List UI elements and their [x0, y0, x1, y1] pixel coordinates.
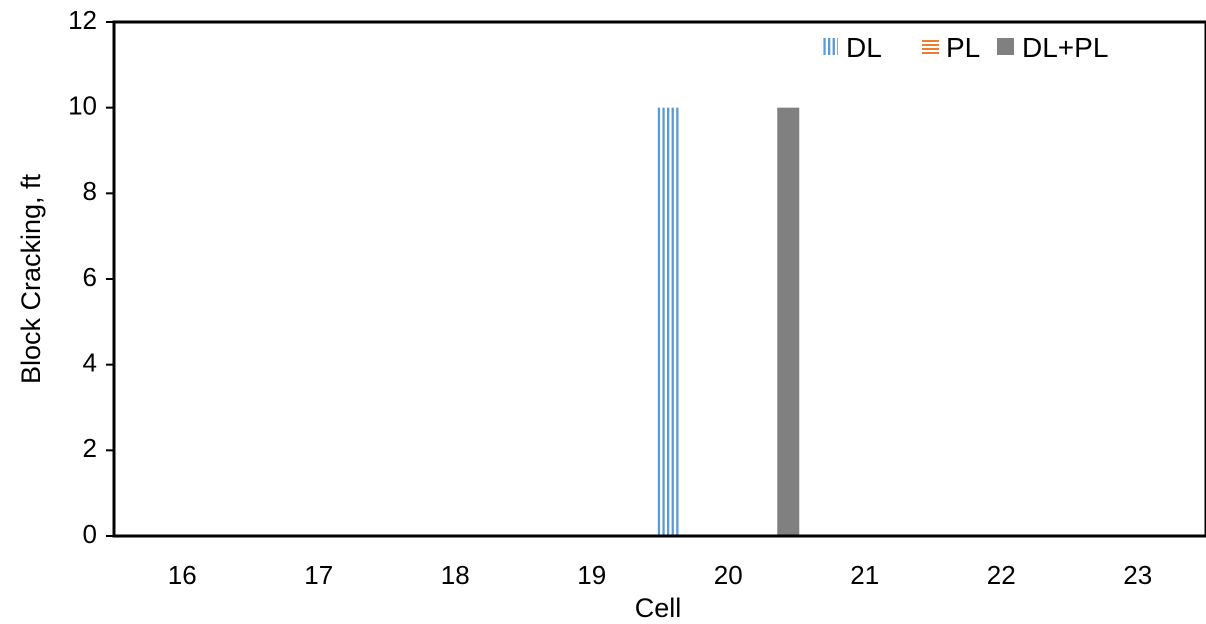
x-tick-label: 16	[168, 560, 197, 590]
bar-dl-plus-pl	[777, 107, 800, 537]
y-tick-label: 8	[83, 176, 97, 206]
x-tick-label: 23	[1123, 560, 1152, 590]
x-axis-ticks: 16 17 18 19 20 21 22 23	[168, 560, 1152, 590]
bar-dl	[657, 107, 680, 537]
x-axis-label: Cell	[635, 593, 682, 623]
x-tick-label: 20	[714, 560, 743, 590]
legend-swatch	[997, 38, 1014, 55]
bars	[657, 107, 800, 537]
legend-label: DL	[846, 32, 882, 63]
x-tick-label: 18	[441, 560, 470, 590]
x-tick-label: 19	[577, 560, 606, 590]
y-tick-label: 10	[68, 91, 97, 121]
plot-area	[112, 20, 1206, 538]
y-axis-ticks: 0 2 4 6 8 10 12	[68, 5, 114, 549]
y-tick-label: 4	[83, 348, 97, 378]
legend-swatch	[821, 38, 838, 55]
x-tick-label: 21	[850, 560, 879, 590]
legend: DL PL DL+PL	[821, 32, 1108, 63]
legend-label: DL+PL	[1022, 32, 1108, 63]
y-tick-label: 0	[83, 519, 97, 549]
legend-swatch	[922, 38, 939, 55]
y-axis-label: Block Cracking, ft	[16, 173, 46, 384]
y-tick-label: 6	[83, 262, 97, 292]
x-tick-label: 17	[304, 560, 333, 590]
x-tick-label: 22	[987, 560, 1016, 590]
y-tick-label: 2	[83, 433, 97, 463]
legend-label: PL	[946, 32, 980, 63]
y-tick-label: 12	[68, 5, 97, 35]
